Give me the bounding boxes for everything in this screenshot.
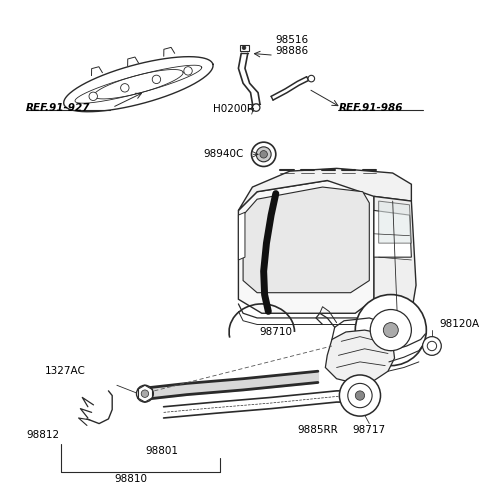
Circle shape bbox=[89, 92, 97, 101]
Text: REF.91-986: REF.91-986 bbox=[338, 103, 403, 113]
Text: 98812: 98812 bbox=[26, 430, 60, 440]
Circle shape bbox=[348, 383, 372, 408]
Circle shape bbox=[355, 391, 365, 400]
Circle shape bbox=[252, 142, 276, 166]
Text: 98940C: 98940C bbox=[204, 149, 244, 159]
Polygon shape bbox=[243, 187, 369, 293]
Circle shape bbox=[252, 104, 260, 112]
Text: 98516: 98516 bbox=[276, 35, 309, 45]
Polygon shape bbox=[325, 330, 395, 383]
Text: 1327AC: 1327AC bbox=[45, 366, 86, 376]
Polygon shape bbox=[374, 196, 416, 318]
Circle shape bbox=[136, 385, 153, 402]
Circle shape bbox=[355, 295, 426, 366]
Polygon shape bbox=[239, 212, 245, 260]
Polygon shape bbox=[239, 180, 374, 313]
Text: 98120A: 98120A bbox=[439, 320, 480, 330]
Circle shape bbox=[384, 323, 398, 338]
Circle shape bbox=[120, 84, 129, 92]
Polygon shape bbox=[239, 168, 411, 211]
Text: 98710: 98710 bbox=[259, 327, 292, 337]
Circle shape bbox=[422, 337, 441, 356]
Text: H0200R: H0200R bbox=[213, 105, 254, 115]
Circle shape bbox=[370, 310, 411, 351]
Circle shape bbox=[308, 75, 314, 82]
Text: 9885RR: 9885RR bbox=[298, 425, 338, 435]
Circle shape bbox=[339, 375, 381, 416]
Bar bbox=[240, 45, 249, 51]
Text: 98810: 98810 bbox=[114, 474, 147, 484]
Text: 98886: 98886 bbox=[276, 46, 309, 56]
Circle shape bbox=[141, 390, 149, 397]
Text: REF.91-927: REF.91-927 bbox=[26, 103, 91, 113]
Text: 98801: 98801 bbox=[145, 446, 178, 456]
Polygon shape bbox=[379, 201, 411, 243]
Circle shape bbox=[152, 75, 161, 84]
Circle shape bbox=[256, 147, 271, 162]
Circle shape bbox=[427, 341, 437, 351]
Text: 98717: 98717 bbox=[353, 425, 386, 435]
Circle shape bbox=[242, 46, 246, 50]
Circle shape bbox=[260, 150, 267, 158]
Polygon shape bbox=[374, 211, 411, 257]
Circle shape bbox=[184, 67, 192, 75]
